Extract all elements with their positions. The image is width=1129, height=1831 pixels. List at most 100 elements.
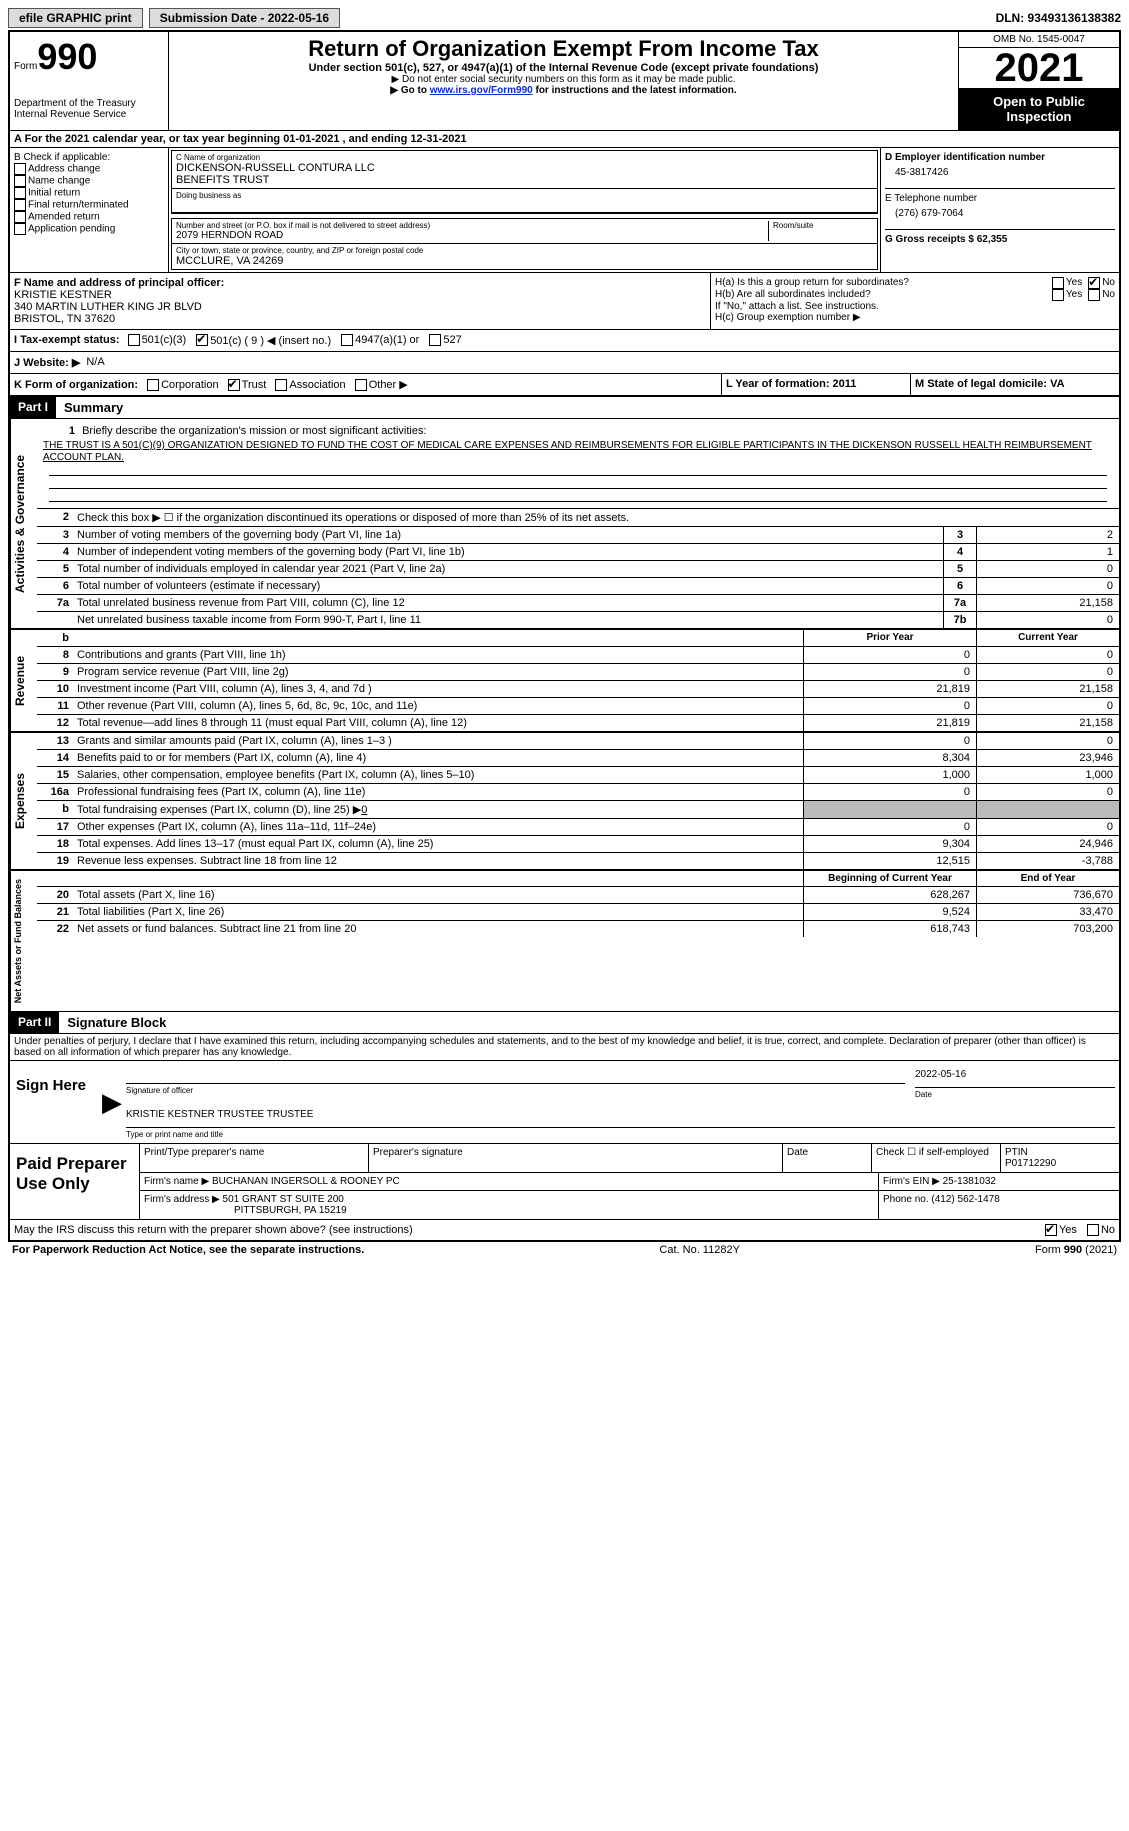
v5: 0 <box>976 561 1119 577</box>
4947-label: 4947(a)(1) or <box>355 334 419 347</box>
form-id-cell: Form990 Department of the Treasury Inter… <box>10 32 169 130</box>
discuss-yes-checkbox[interactable] <box>1045 1224 1057 1236</box>
c18: 24,946 <box>976 836 1119 852</box>
line5: Total number of individuals employed in … <box>73 561 943 577</box>
sig-date-value: 2022-05-16 <box>915 1065 1115 1088</box>
irs-label: Internal Revenue Service <box>14 109 164 120</box>
line11: Other revenue (Part VIII, column (A), li… <box>73 698 803 714</box>
final-return-label: Final return/terminated <box>28 200 129 211</box>
4947-checkbox[interactable] <box>341 334 353 346</box>
p15: 1,000 <box>803 767 976 783</box>
ha-yes-checkbox[interactable] <box>1052 277 1064 289</box>
k-label: K Form of organization: <box>14 379 138 391</box>
end-header: End of Year <box>976 871 1119 886</box>
v7b: 0 <box>976 612 1119 628</box>
street-label: Number and street (or P.O. box if mail i… <box>176 221 768 230</box>
part2-header: Part II <box>10 1012 59 1033</box>
note-link-row: ▶ Go to www.irs.gov/Form990 for instruct… <box>177 85 950 96</box>
corp-label: Corporation <box>161 379 218 391</box>
527-checkbox[interactable] <box>429 334 441 346</box>
v7a: 21,158 <box>976 595 1119 611</box>
c17: 0 <box>976 819 1119 835</box>
app-pending-label: Application pending <box>28 224 115 235</box>
irs-link[interactable]: www.irs.gov/Form990 <box>430 85 533 96</box>
sign-here-label: Sign Here <box>10 1061 102 1143</box>
footer-mid: Cat. No. 11282Y <box>659 1244 740 1256</box>
ha-no-checkbox[interactable] <box>1088 277 1100 289</box>
amended-checkbox[interactable] <box>14 211 26 223</box>
line14: Benefits paid to or for members (Part IX… <box>73 750 803 766</box>
trust-checkbox[interactable] <box>228 379 240 391</box>
ha-yes-label: Yes <box>1066 277 1082 289</box>
side-expenses: Expenses <box>10 733 37 869</box>
part1-header-row: Part I Summary <box>10 396 1119 419</box>
g-label: G Gross receipts $ 62,355 <box>885 234 1115 245</box>
501c-checkbox[interactable] <box>196 334 208 346</box>
p17: 0 <box>803 819 976 835</box>
other-checkbox[interactable] <box>355 379 367 391</box>
501c3-checkbox[interactable] <box>128 334 140 346</box>
current-header: Current Year <box>976 630 1119 646</box>
amended-label: Amended return <box>28 212 100 223</box>
city-label: City or town, state or province, country… <box>176 246 873 255</box>
line15: Salaries, other compensation, employee b… <box>73 767 803 783</box>
side-net-assets: Net Assets or Fund Balances <box>10 871 37 1011</box>
footer: For Paperwork Reduction Act Notice, see … <box>8 1242 1121 1258</box>
discuss-question: May the IRS discuss this return with the… <box>14 1224 1045 1236</box>
assoc-checkbox[interactable] <box>275 379 287 391</box>
ein-value: 45-3817426 <box>885 163 1115 182</box>
trust-label: Trust <box>242 379 267 391</box>
open-public: Open to Public Inspection <box>959 88 1119 130</box>
discuss-no-checkbox[interactable] <box>1087 1224 1099 1236</box>
c10: 21,158 <box>976 681 1119 697</box>
v3: 2 <box>976 527 1119 543</box>
ha-no-label: No <box>1102 277 1115 289</box>
street-value: 2079 HERNDON ROAD <box>176 230 768 241</box>
initial-return-checkbox[interactable] <box>14 187 26 199</box>
hc-label: H(c) Group exemption number ▶ <box>715 312 1115 323</box>
line10: Investment income (Part VIII, column (A)… <box>73 681 803 697</box>
form-subtitle: Under section 501(c), 527, or 4947(a)(1)… <box>177 62 950 74</box>
addr-change-checkbox[interactable] <box>14 163 26 175</box>
line16b: Total fundraising expenses (Part IX, col… <box>77 804 361 816</box>
efile-button[interactable]: efile GRAPHIC print <box>8 8 143 28</box>
form-number: 990 <box>37 36 97 77</box>
addr-change-label: Address change <box>28 164 100 175</box>
ptin-label: PTIN <box>1005 1147 1115 1158</box>
p18: 9,304 <box>803 836 976 852</box>
submission-date-button[interactable]: Submission Date - 2022-05-16 <box>149 8 340 28</box>
corp-checkbox[interactable] <box>147 379 159 391</box>
line7a: Total unrelated business revenue from Pa… <box>73 595 943 611</box>
discuss-no-label: No <box>1101 1224 1115 1236</box>
dln-label: DLN: 93493136138382 <box>996 11 1121 25</box>
part2-title: Signature Block <box>59 1012 174 1033</box>
line20: Total assets (Part X, line 16) <box>73 887 803 903</box>
firm-ein-label: Firm's EIN ▶ <box>883 1176 940 1187</box>
other-label: Other ▶ <box>369 379 408 391</box>
p12: 21,819 <box>803 715 976 731</box>
part1-title: Summary <box>56 397 131 418</box>
c14: 23,946 <box>976 750 1119 766</box>
hb-no-checkbox[interactable] <box>1088 289 1100 301</box>
p13: 0 <box>803 733 976 749</box>
part2-header-row: Part II Signature Block <box>10 1011 1119 1034</box>
sig-date-label: Date <box>915 1090 1115 1099</box>
501c3-label: 501(c)(3) <box>142 334 187 347</box>
side-activities: Activities & Governance <box>10 419 37 628</box>
c9: 0 <box>976 664 1119 680</box>
final-return-checkbox[interactable] <box>14 199 26 211</box>
form-title: Return of Organization Exempt From Incom… <box>177 36 950 62</box>
app-pending-checkbox[interactable] <box>14 223 26 235</box>
j-label: J Website: ▶ <box>14 356 80 369</box>
name-change-checkbox[interactable] <box>14 175 26 187</box>
city-value: MCCLURE, VA 24269 <box>176 255 873 267</box>
line17: Other expenses (Part IX, column (A), lin… <box>73 819 803 835</box>
firm-addr-label: Firm's address ▶ <box>144 1194 220 1205</box>
top-bar: efile GRAPHIC print Submission Date - 20… <box>8 8 1121 28</box>
p16a: 0 <box>803 784 976 800</box>
i-label: I Tax-exempt status: <box>14 334 120 347</box>
part1-header: Part I <box>10 397 56 418</box>
v6: 0 <box>976 578 1119 594</box>
hb-yes-checkbox[interactable] <box>1052 289 1064 301</box>
paid-preparer-label: Paid Preparer Use Only <box>10 1144 140 1219</box>
